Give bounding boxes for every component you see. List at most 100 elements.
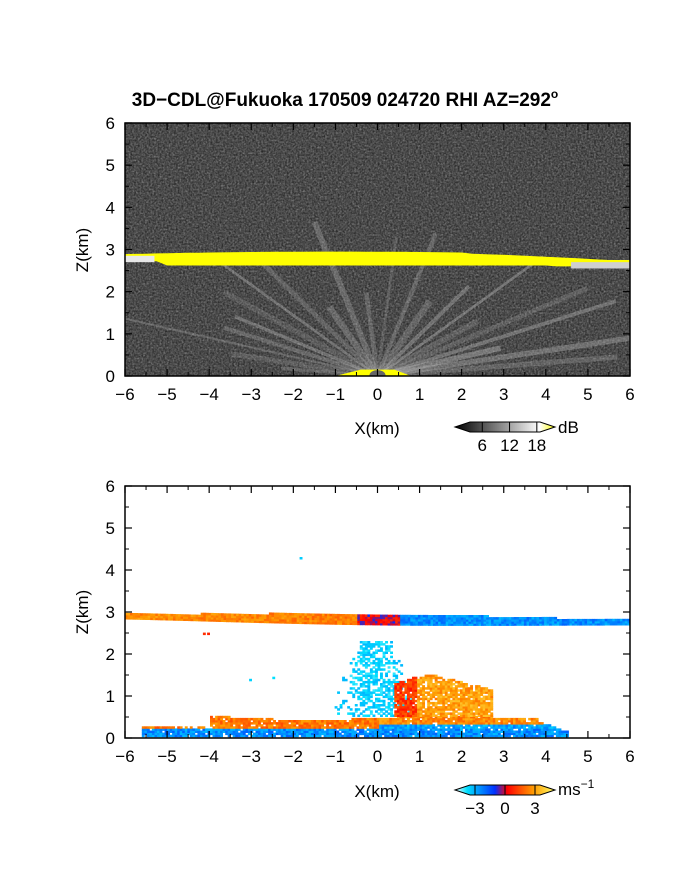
- velocity-cell: [230, 726, 234, 729]
- velocity-cell: [241, 620, 244, 623]
- velocity-cell: [324, 620, 328, 623]
- velocity-cell: [409, 706, 413, 709]
- velocity-cell: [465, 699, 468, 703]
- velocity-cell: [467, 701, 471, 705]
- velocity-cell: [141, 726, 145, 729]
- velocity-cell: [230, 730, 234, 733]
- velocity-cell: [380, 614, 383, 618]
- x-tick-label: −2: [284, 385, 303, 404]
- velocity-cell: [283, 732, 287, 736]
- velocity-cell: [460, 720, 463, 723]
- velocity-cell: [306, 726, 309, 729]
- velocity-cell: [510, 720, 514, 723]
- velocity-cell: [487, 714, 491, 717]
- velocity-cell: [235, 726, 239, 729]
- velocity-cell: [318, 722, 322, 725]
- velocity-cell: [407, 715, 410, 719]
- velocity-cell: [482, 701, 486, 705]
- velocity-cell: [475, 722, 478, 725]
- velocity-cell: [589, 623, 593, 626]
- velocity-cell: [473, 615, 477, 618]
- velocity-cell: [268, 612, 272, 615]
- velocity-cell: [597, 621, 601, 624]
- velocity-cell: [396, 724, 400, 727]
- velocity-cell: [352, 620, 356, 623]
- velocity-cell: [217, 726, 221, 729]
- velocity-cell: [338, 720, 342, 723]
- velocity-cell: [571, 623, 575, 626]
- velocity-cell: [439, 699, 443, 703]
- velocity-cell: [223, 619, 227, 623]
- velocity-cell: [387, 616, 391, 620]
- velocity-cell: [387, 666, 391, 669]
- velocity-cell: [199, 732, 203, 736]
- velocity-cell: [394, 724, 398, 727]
- velocity-cell: [521, 617, 525, 620]
- velocity-cell: [230, 720, 234, 723]
- velocity-cell: [236, 613, 239, 617]
- velocity-cell: [482, 720, 486, 723]
- velocity-cell: [510, 717, 514, 721]
- velocity-cell: [375, 664, 378, 667]
- velocity-cell: [218, 617, 222, 620]
- velocity-cell: [339, 622, 343, 625]
- velocity-cell: [508, 730, 511, 733]
- velocity-cell: [387, 670, 391, 673]
- velocity-cell: [346, 722, 350, 725]
- velocity-cell: [367, 664, 371, 667]
- velocity-cell: [387, 621, 391, 624]
- velocity-cell: [364, 666, 368, 669]
- velocity-cell: [362, 664, 366, 667]
- velocity-cell: [487, 715, 491, 719]
- velocity-cell: [184, 726, 188, 729]
- velocity-cell: [223, 613, 227, 616]
- velocity-cell: [247, 728, 251, 731]
- velocity-cell: [180, 618, 184, 621]
- velocity-cell: [327, 615, 330, 619]
- velocity-cell: [348, 720, 352, 723]
- velocity-cell: [521, 619, 525, 622]
- velocity-cell: [465, 697, 468, 701]
- velocity-cell: [247, 732, 251, 736]
- velocity-cell: [397, 614, 401, 618]
- velocity-cell: [476, 619, 479, 622]
- velocity-cell: [622, 618, 626, 622]
- velocity-cell: [357, 651, 361, 654]
- velocity-cell: [343, 722, 347, 725]
- velocity-cell: [429, 714, 433, 717]
- velocity-cell: [559, 619, 563, 622]
- velocity-cell: [554, 619, 558, 622]
- velocity-cell: [467, 712, 471, 715]
- velocity-cell: [505, 726, 509, 729]
- velocity-cell: [463, 617, 467, 620]
- velocity-cell: [437, 701, 441, 705]
- velocity-cell: [502, 717, 506, 721]
- velocity-cell: [252, 720, 256, 723]
- velocity-cell: [354, 622, 358, 626]
- velocity-cell: [367, 687, 371, 690]
- velocity-cell: [481, 619, 484, 622]
- velocity-cell: [226, 615, 229, 618]
- velocity-cell: [336, 722, 340, 725]
- velocity-cell: [417, 708, 420, 711]
- velocity-cell: [359, 726, 362, 729]
- velocity-cell: [492, 722, 496, 725]
- velocity-cell: [518, 619, 522, 622]
- velocity-cell: [434, 704, 438, 707]
- velocity-cell: [174, 734, 178, 738]
- velocity-cell: [465, 717, 468, 721]
- velocity-cell: [197, 732, 201, 736]
- velocity-cell: [470, 714, 473, 717]
- velocity-cell: [414, 693, 418, 696]
- velocity-cell: [424, 708, 428, 711]
- x-tick-label: 3: [499, 747, 508, 766]
- velocity-cell: [283, 722, 287, 725]
- velocity-cell: [457, 728, 461, 731]
- velocity-cell: [361, 726, 365, 729]
- velocity-cell: [331, 726, 335, 729]
- velocity-cell: [182, 730, 186, 733]
- velocity-cell: [199, 726, 203, 729]
- velocity-cell: [329, 615, 333, 619]
- velocity-cell: [332, 613, 335, 617]
- velocity-cell: [394, 722, 398, 725]
